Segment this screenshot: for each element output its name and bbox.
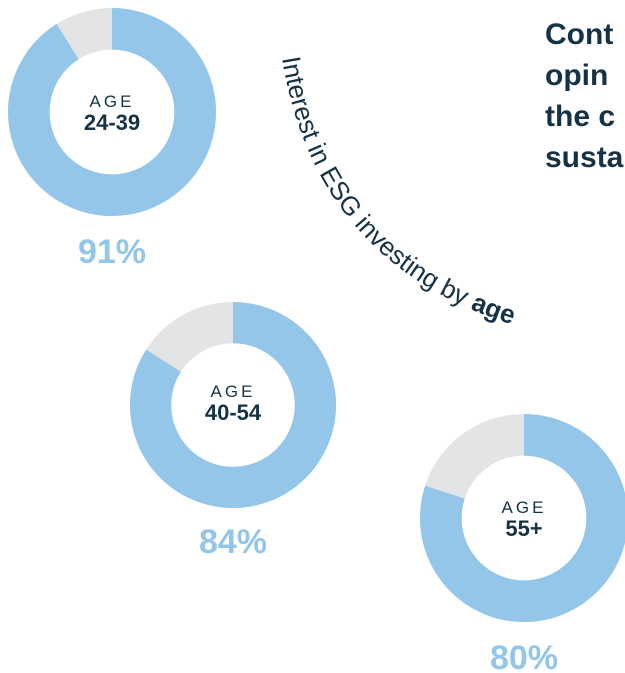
donut-age-55-plus: AGE 55+ 80%: [420, 414, 625, 673]
ring-value-arc: [420, 414, 625, 622]
donut-ring: [129, 301, 337, 509]
headline-line: opin: [545, 59, 609, 92]
age-word: AGE: [210, 382, 256, 401]
donut-age-24-39: AGE 24-39 91%: [8, 8, 216, 278]
caption-emphasis: age: [468, 287, 520, 330]
percent-label: 91%: [77, 233, 147, 271]
headline: Cont opin the c susta: [545, 14, 625, 178]
donut-center-label: AGE 55+: [420, 498, 625, 541]
donut-ring: [420, 414, 625, 622]
caption-text: Interest in ESG investing by: [276, 54, 479, 314]
headline-line: susta: [545, 141, 624, 174]
age-word: AGE: [89, 92, 135, 111]
donut-center-label: AGE 40-54: [130, 382, 336, 425]
donut-age-40-54: AGE 40-54 84%: [129, 301, 337, 564]
percent-label: 84%: [198, 523, 268, 561]
percent-label: 80%: [489, 639, 559, 673]
ring-value-arc: [129, 301, 337, 509]
age-word: AGE: [501, 498, 547, 517]
age-range: 40-54: [204, 400, 262, 425]
headline-line: Cont: [545, 18, 614, 51]
headline-line: the c: [545, 100, 616, 133]
donut-ring: [8, 8, 216, 216]
age-range: 55+: [505, 516, 543, 541]
age-range: 24-39: [83, 110, 141, 135]
ring-value-arc: [8, 8, 216, 216]
svg-text:Interest in ESG investing by a: Interest in ESG investing by age: [276, 54, 519, 330]
donut-center-label: AGE 24-39: [8, 92, 216, 135]
